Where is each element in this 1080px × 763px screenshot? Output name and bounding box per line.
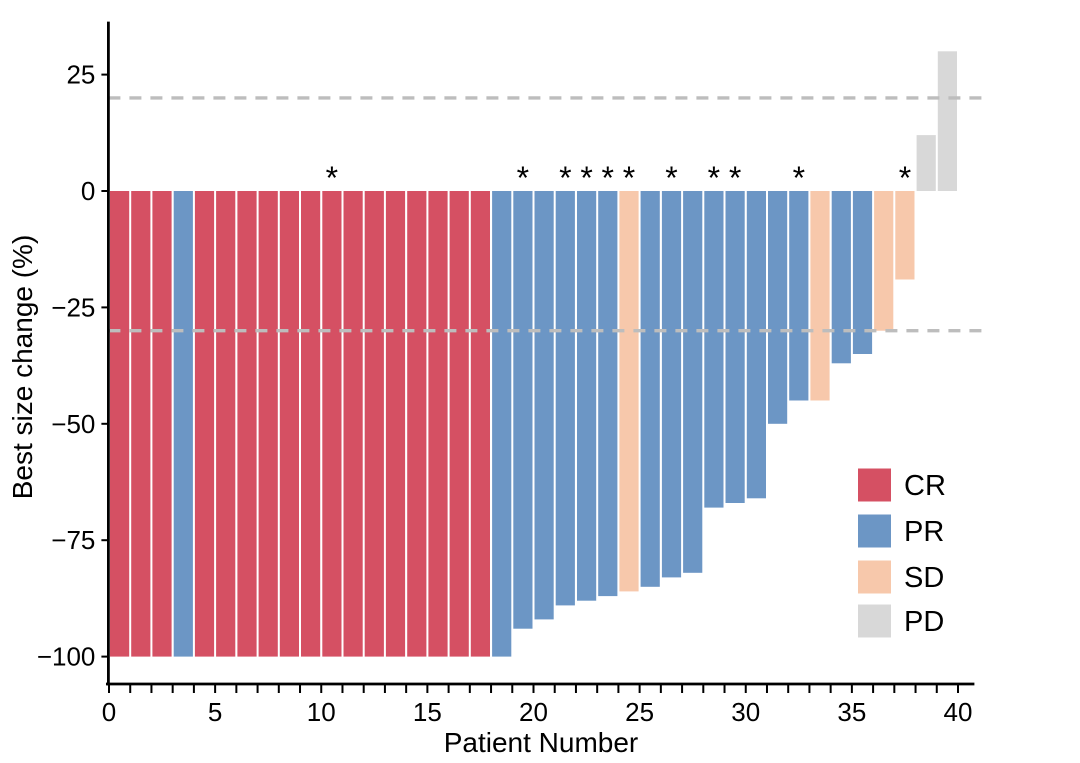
asterisk-patient-11: * <box>326 160 338 196</box>
bar-patient-1 <box>110 191 130 657</box>
bar-patient-27 <box>661 191 682 578</box>
legend-group: CR PR SD PD <box>858 468 946 638</box>
asterisk-patient-38: * <box>899 160 911 196</box>
bar-patient-9 <box>279 191 299 657</box>
legend-label-sd: SD <box>904 562 944 594</box>
legend-swatch-pd <box>858 604 891 638</box>
legend-label-pr: PR <box>904 516 944 548</box>
bars-group <box>110 51 957 657</box>
y-tick-label--100: −100 <box>37 642 96 672</box>
x-tick-label-35: 35 <box>837 697 866 727</box>
asterisk-patient-24: * <box>602 160 614 196</box>
y-tick-label--75: −75 <box>51 525 95 555</box>
bar-patient-38 <box>895 191 915 280</box>
bar-patient-19 <box>492 191 512 657</box>
bar-patient-22 <box>555 191 575 606</box>
bar-patient-4 <box>173 191 193 657</box>
bar-patient-39 <box>916 135 936 191</box>
x-tick-label-15: 15 <box>413 697 442 727</box>
bar-patient-8 <box>258 191 278 657</box>
legend-swatch-sd <box>858 560 891 594</box>
bar-patient-31 <box>746 191 766 499</box>
asterisk-patient-29: * <box>708 160 720 196</box>
bar-patient-14 <box>385 191 406 657</box>
bar-patient-13 <box>364 191 384 657</box>
asterisk-patient-27: * <box>665 160 677 196</box>
bar-patient-12 <box>343 191 363 657</box>
y-tick-label-25: 25 <box>66 60 95 90</box>
asterisk-patient-30: * <box>729 160 741 196</box>
x-tick-label-0: 0 <box>102 697 116 727</box>
asterisk-patient-25: * <box>623 160 635 196</box>
bar-patient-23 <box>577 191 597 601</box>
x-tick-label-40: 40 <box>944 697 973 727</box>
bar-patient-33 <box>789 191 809 401</box>
bar-patient-30 <box>725 191 745 503</box>
bar-patient-20 <box>513 191 533 629</box>
bar-patient-5 <box>194 191 215 657</box>
x-tick-label-10: 10 <box>307 697 336 727</box>
bar-patient-15 <box>407 191 427 657</box>
x-tick-label-30: 30 <box>731 697 760 727</box>
bar-patient-29 <box>704 191 724 508</box>
y-axis-title: Best size change (%) <box>7 235 38 500</box>
bar-patient-21 <box>534 191 554 620</box>
legend-label-pd: PD <box>904 606 944 638</box>
bar-patient-25 <box>619 191 639 592</box>
y-tick-label--25: −25 <box>51 292 95 322</box>
bar-patient-32 <box>768 191 788 424</box>
bar-patient-35 <box>831 191 851 364</box>
asterisk-patient-22: * <box>559 160 571 196</box>
bar-patient-26 <box>640 191 660 587</box>
asterisk-patient-20: * <box>517 160 529 196</box>
asterisk-patient-23: * <box>580 160 592 196</box>
legend-label-cr: CR <box>904 470 946 502</box>
y-tick-label--50: −50 <box>51 409 95 439</box>
bar-patient-16 <box>428 191 448 657</box>
bar-patient-40 <box>937 51 957 191</box>
asterisks-group: * * * * * * * * * * * <box>326 160 912 196</box>
bar-patient-28 <box>683 191 703 573</box>
legend-swatch-cr <box>858 468 891 502</box>
x-tick-label-5: 5 <box>208 697 222 727</box>
y-tick-label-0: 0 <box>81 176 95 206</box>
bar-patient-17 <box>449 191 469 657</box>
x-tick-label-20: 20 <box>519 697 548 727</box>
bar-patient-18 <box>470 191 490 657</box>
bar-patient-11 <box>322 191 342 657</box>
bar-patient-24 <box>598 191 618 597</box>
x-axis-title: Patient Number <box>444 727 639 758</box>
asterisk-patient-33: * <box>793 160 805 196</box>
axes-group <box>106 21 975 686</box>
legend-swatch-pr <box>858 514 891 548</box>
bar-patient-36 <box>852 191 873 354</box>
x-tick-label-25: 25 <box>625 697 654 727</box>
bar-patient-7 <box>237 191 257 657</box>
bar-patient-3 <box>152 191 172 657</box>
bar-patient-6 <box>216 191 236 657</box>
bar-patient-37 <box>874 191 894 331</box>
bar-patient-10 <box>301 191 321 657</box>
bar-patient-2 <box>131 191 151 657</box>
bar-patient-34 <box>810 191 830 401</box>
